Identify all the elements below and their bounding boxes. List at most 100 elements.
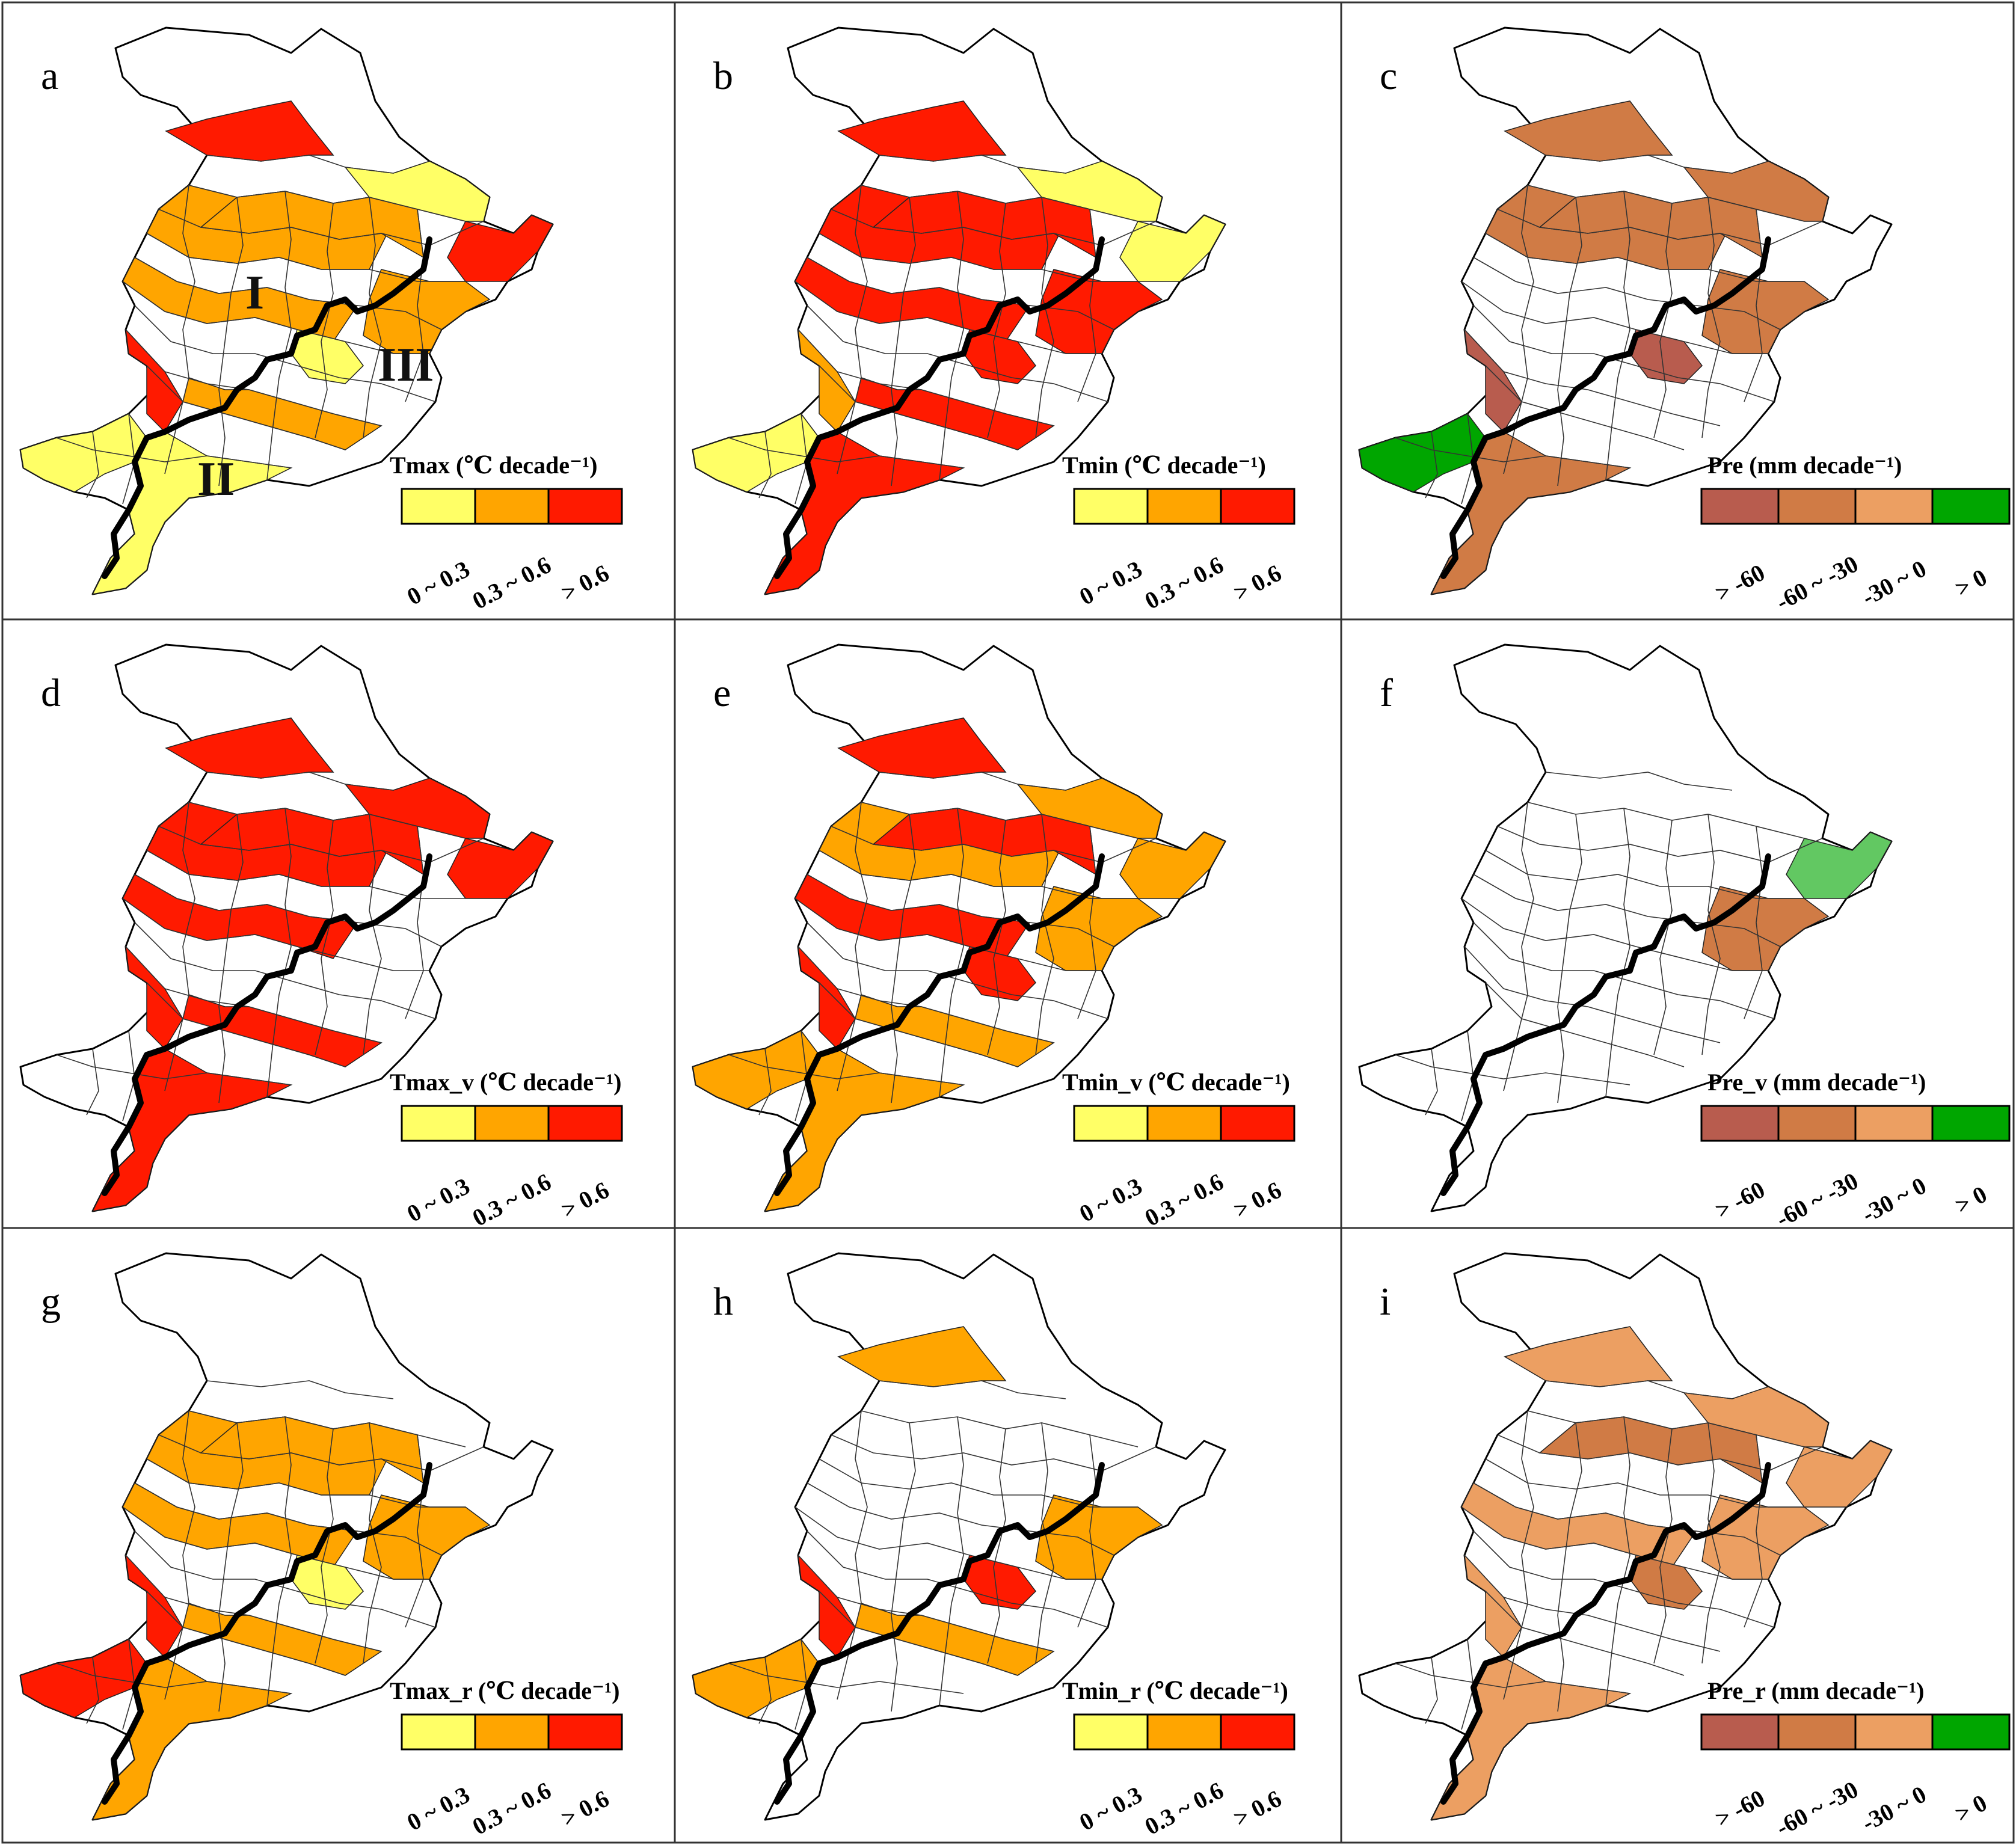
legend-title: Tmax (℃ decade⁻¹) [390,452,597,479]
legend-swatch [401,1105,476,1142]
legend-tick-label: > -60 [1710,559,1769,607]
legend-swatch [474,1713,550,1751]
trend-patch [447,832,553,899]
legend-title: Tmin_r (℃ decade⁻¹) [1062,1677,1288,1704]
panel-letter: a [41,54,58,98]
climate-zone-label: II [197,453,235,506]
legend-tick-label: 0 ~ 0.3 [402,1172,474,1227]
legend-swatch [1931,488,2011,525]
map-panel-d: d Tmax_v (℃ decade⁻¹) 0 ~ 0.30.3 ~ 0.6 > 0.… [19,643,623,1232]
legend-tick-label: > 0 [1950,563,1991,603]
map-panel-e: e Tmin_v (℃ decade⁻¹) 0 ~ 0.30.3 ~ 0.6 > 0.… [692,643,1295,1232]
legend-tick-label: 0 ~ 0.3 [1075,555,1146,610]
legend-tick-label: 0 ~ 0.3 [402,1781,474,1836]
legend-tick-label: > 0.6 [1229,1176,1286,1224]
legend-swatch [1146,1105,1222,1142]
panel-letter: h [713,1280,733,1324]
legend-tick-label: > 0.6 [1229,1785,1286,1832]
panel-letter: e [713,671,731,715]
legend-swatch [1931,1105,2011,1142]
legend-tick-label: > -60 [1710,1176,1769,1224]
legend-tick-label: 0 ~ 0.3 [1075,1781,1146,1836]
map-panel-h: h Tmin_r (℃ decade⁻¹) 0 ~ 0.30.3 ~ 0.6 > 0.… [692,1252,1295,1840]
legend-tick-label: 0.3 ~ 0.6 [1140,1168,1228,1232]
legend-tick-label: -60 ~ -30 [1771,1167,1862,1233]
legend-swatch [1777,1713,1857,1751]
legend-swatch [1220,1105,1295,1142]
trend-patch [1119,832,1226,899]
legend-tick-label: > -60 [1710,1784,1769,1832]
legend: Tmax (℃ decade⁻¹) 0 ~ 0.30.3 ~ 0.6 > 0.6 [390,452,623,615]
legend-swatch [1700,1105,1780,1142]
climate-zone-label: I [245,266,264,319]
legend-swatch [1146,1713,1222,1751]
legend-swatch [1700,488,1780,525]
legend-swatch [1073,1105,1149,1142]
legend: Pre (mm decade⁻¹) > -60 -60 ~ -30-30 ~ 0 > … [1700,452,2011,616]
legend: Tmax_r (℃ decade⁻¹) 0 ~ 0.30.3 ~ 0.6 > 0.6 [390,1677,623,1840]
legend-tick-label: -30 ~ 0 [1857,1171,1931,1227]
panel-letter: g [41,1280,61,1324]
panel-letter: f [1380,671,1393,715]
legend-tick-label: > 0.6 [557,1176,613,1224]
legend-tick-label: 0.3 ~ 0.6 [1140,551,1228,615]
legend-swatch [1073,1713,1149,1751]
trend-patch [447,215,553,282]
legend-tick-label: -30 ~ 0 [1857,554,1931,610]
legend: Tmax_v (℃ decade⁻¹) 0 ~ 0.30.3 ~ 0.6 > 0.6 [390,1069,623,1232]
trend-patch [1786,832,1892,899]
legend-tick-label: > 0.6 [557,559,613,607]
legend-swatch [1854,1105,1934,1142]
legend-tick-label: -60 ~ -30 [1771,1776,1862,1841]
panel-letter: d [41,671,61,715]
legend-title: Pre (mm decade⁻¹) [1707,452,1902,479]
legend-title: Pre_v (mm decade⁻¹) [1707,1069,1926,1096]
legend-swatch [1854,488,1934,525]
legend-tick-label: > 0 [1950,1180,1991,1220]
panel-letter: c [1380,54,1397,98]
legend-swatch [547,1105,623,1142]
legend-swatch [401,488,476,525]
legend-swatch [401,1713,476,1751]
legend-swatch [474,488,550,525]
legend-tick-label: -30 ~ 0 [1857,1780,1931,1836]
legend: Tmin_r (℃ decade⁻¹) 0 ~ 0.30.3 ~ 0.6 > 0.6 [1062,1677,1295,1840]
legend-swatch [547,488,623,525]
legend-swatch [1220,488,1295,525]
legend-swatch [1700,1713,1780,1751]
legend-tick-label: 0.3 ~ 0.6 [468,1168,555,1232]
legend-swatch [547,1713,623,1751]
map-panel-f: f Pre_v (mm decade⁻¹) > -60 -60 ~ -30-30 ~ … [1358,643,2011,1233]
panel-letter: b [713,54,733,98]
legend-swatch [1777,488,1857,525]
panel-letter: i [1380,1280,1391,1324]
legend-tick-label: > 0.6 [557,1785,613,1832]
legend: Tmin_v (℃ decade⁻¹) 0 ~ 0.30.3 ~ 0.6 > 0.6 [1062,1069,1295,1232]
legend-swatch [1220,1713,1295,1751]
legend-tick-label: -60 ~ -30 [1771,550,1862,616]
legend-swatch [1146,488,1222,525]
legend-swatch [1777,1105,1857,1142]
legend-tick-label: 0.3 ~ 0.6 [1140,1776,1228,1840]
map-panel-i: i Pre_r (mm decade⁻¹) > -60 -60 ~ -30-30 ~ … [1358,1252,2011,1841]
legend-swatch [1073,488,1149,525]
legend-tick-label: > 0 [1950,1789,1991,1828]
trend-patch [1786,1440,1892,1508]
legend: Pre_v (mm decade⁻¹) > -60 -60 ~ -30-30 ~ 0… [1700,1069,2011,1233]
legend-tick-label: 0 ~ 0.3 [1075,1172,1146,1227]
legend-title: Tmax_r (℃ decade⁻¹) [390,1677,619,1704]
legend-swatch [1854,1713,1934,1751]
legend-title: Tmax_v (℃ decade⁻¹) [390,1069,621,1096]
legend-swatch [474,1105,550,1142]
legend: Tmin (℃ decade⁻¹) 0 ~ 0.30.3 ~ 0.6 > 0.6 [1062,452,1295,615]
legend-swatch [1931,1713,2011,1751]
climate-zone-label: III [378,339,434,391]
legend-tick-label: 0.3 ~ 0.6 [468,1776,555,1840]
trend-patch [1119,215,1226,282]
legend-title: Tmin (℃ decade⁻¹) [1062,452,1266,479]
map-panel-b: b Tmin (℃ decade⁻¹) 0 ~ 0.30.3 ~ 0.6 > 0.6 [692,26,1295,615]
map-panel-c: c Pre (mm decade⁻¹) > -60 -60 ~ -30-30 ~ 0 >… [1358,26,2011,616]
